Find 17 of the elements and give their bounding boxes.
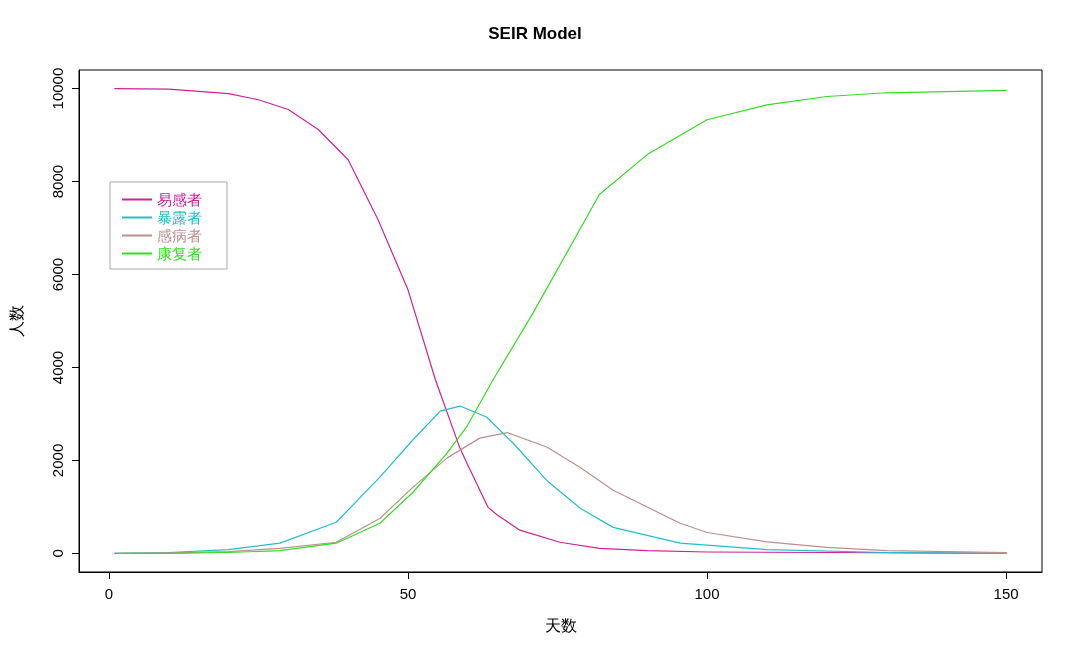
legend-label: 易感者 [157,191,202,208]
y-tick-label: 0 [49,549,66,558]
y-axis-title: 人数 [7,305,25,337]
y-tick-label: 4000 [49,350,66,385]
y-tick-label: 10000 [49,67,66,110]
legend-label: 康复者 [157,245,202,262]
y-tick-label: 2000 [49,443,66,478]
y-tick-label: 8000 [49,164,66,199]
x-tick-label: 150 [993,585,1019,602]
x-tick-label: 0 [104,585,114,602]
x-tick-label: 100 [694,585,720,602]
y-tick-label: 6000 [49,257,66,292]
x-tick-label: 50 [399,585,417,602]
chart-title: SEIR Model [488,24,582,43]
x-axis-title: 天数 [544,616,577,634]
legend-label: 暴露者 [157,209,202,226]
legend-label: 感病者 [157,227,202,244]
